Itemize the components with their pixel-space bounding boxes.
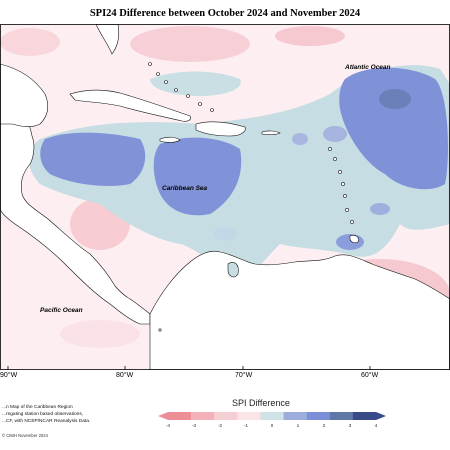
legend-tick-label: -1 <box>244 423 248 428</box>
lesser-antilles-island <box>345 208 349 212</box>
legend-tick-label: 2 <box>323 423 326 428</box>
bahamas-island <box>186 94 190 98</box>
bahamas-island <box>198 102 202 106</box>
color-legend: -4 -3 -2 -1 0 1 2 3 4 <box>158 412 386 428</box>
tick-label-70w: 70°W <box>235 372 253 379</box>
puerto-rico <box>261 130 281 135</box>
longitude-ticks <box>7 366 371 370</box>
dry-region <box>130 26 250 62</box>
legend-swatches <box>158 412 386 420</box>
lesser-antilles-island <box>338 170 342 174</box>
wet-region-strong <box>153 137 242 216</box>
legend-tick-label: -2 <box>218 423 222 428</box>
wet-region-moderate <box>292 133 308 145</box>
wet-anomaly-regions <box>28 65 450 279</box>
lake-maracaibo <box>227 262 239 278</box>
wet-region-moderate <box>323 126 347 142</box>
wet-region-strong <box>40 132 146 186</box>
south-america <box>149 250 450 370</box>
legend-tick-label: -4 <box>166 423 170 428</box>
spi-difference-map: Atlantic Ocean Caribbean Sea Pacific Oce… <box>0 24 450 370</box>
lesser-antilles-island <box>350 220 354 224</box>
legend-swatch <box>237 412 261 420</box>
lesser-antilles-island <box>341 182 345 186</box>
pacific-island <box>158 328 162 332</box>
legend-tick-label: 3 <box>349 423 352 428</box>
yucatan-peninsula <box>0 63 49 128</box>
florida <box>95 24 120 55</box>
legend-tick-label: 1 <box>297 423 300 428</box>
credit-line: © CIMH November 2024 <box>2 433 48 438</box>
bahamas-island <box>148 62 152 66</box>
legend-swatch <box>260 412 284 420</box>
dry-region <box>0 28 60 56</box>
cuba <box>69 89 191 122</box>
tick-label-60w: 60°W <box>361 372 379 379</box>
legend-title: SPI Difference <box>232 398 290 408</box>
legend-swatch <box>352 412 377 420</box>
wet-region-moderate <box>213 227 237 241</box>
lesser-antilles-island <box>343 194 347 198</box>
bahamas-island <box>210 108 214 112</box>
legend-tick-label: -3 <box>192 423 196 428</box>
hispaniola <box>195 121 246 137</box>
trinidad <box>349 235 359 244</box>
tick-label-80w: 80°W <box>116 372 134 379</box>
footnote-line: ...CF, with NCEP/NCAR Reanalysis Data. <box>2 419 91 424</box>
legend-tick-labels: -4 -3 -2 -1 0 1 2 3 4 <box>166 423 378 428</box>
wet-region-core <box>379 89 411 109</box>
wet-region-strong <box>339 67 448 190</box>
bahamas-island <box>174 88 178 92</box>
legend-swatch <box>168 412 192 420</box>
lesser-antilles-island <box>333 157 337 161</box>
legend-swatch <box>283 412 307 420</box>
bahamas-island <box>156 72 160 76</box>
wet-region-moderate <box>370 203 390 215</box>
caribbean-sea-label: Caribbean Sea <box>162 185 208 192</box>
central-america <box>0 115 151 325</box>
tick-label-90w: 90°W <box>0 372 18 379</box>
dry-region <box>60 320 140 348</box>
dry-region <box>275 26 345 46</box>
legend-swatch <box>191 412 215 420</box>
atlantic-ocean-label: Atlantic Ocean <box>344 64 391 71</box>
footnote-line: ...n Map of the Caribbean Region <box>2 405 73 410</box>
pacific-ocean-label: Pacific Ocean <box>40 307 83 314</box>
landmasses <box>0 24 450 370</box>
legend-arrow-low <box>158 412 168 420</box>
legend-tick-label: 4 <box>375 423 378 428</box>
footnote-line: ...regating station based observations, <box>2 412 84 417</box>
bahamas-island <box>164 80 168 84</box>
legend-arrow-high <box>376 412 386 420</box>
map-title: SPI24 Difference between October 2024 an… <box>89 8 361 19</box>
legend-tick-label: 0 <box>271 423 274 428</box>
lesser-antilles-island <box>328 147 332 151</box>
legend-swatch <box>306 412 330 420</box>
jamaica <box>159 136 181 143</box>
legend-swatch <box>329 412 354 420</box>
wet-region-light <box>150 71 241 96</box>
legend-swatch <box>214 412 238 420</box>
